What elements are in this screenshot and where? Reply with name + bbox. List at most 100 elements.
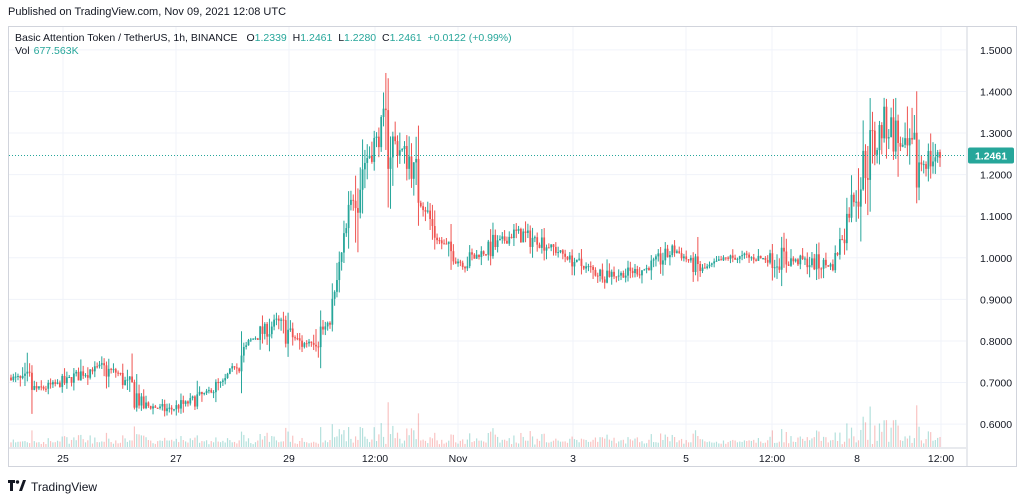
low-key: L bbox=[338, 32, 345, 44]
candle-body bbox=[138, 393, 140, 406]
candle-body bbox=[152, 406, 154, 409]
candle-body bbox=[231, 366, 234, 369]
volume-bar bbox=[520, 432, 522, 447]
volume-bar bbox=[15, 442, 17, 447]
volume-bar bbox=[26, 442, 28, 447]
x-tick-label: Nov bbox=[449, 453, 468, 465]
volume-bar bbox=[252, 444, 254, 447]
candle-body bbox=[727, 257, 730, 259]
volume-bar bbox=[136, 434, 138, 447]
candle-body bbox=[571, 255, 574, 267]
candle-body bbox=[201, 391, 203, 395]
candle-body bbox=[773, 267, 776, 269]
candle-body bbox=[196, 394, 199, 407]
candle-body bbox=[96, 366, 99, 368]
volume-bar bbox=[455, 442, 457, 447]
candle-body bbox=[759, 255, 762, 259]
volume-bar bbox=[618, 441, 620, 447]
candle-body bbox=[736, 258, 739, 260]
candle-body bbox=[508, 236, 511, 244]
candle-body bbox=[594, 269, 597, 276]
candle-body bbox=[538, 244, 541, 248]
candle-body bbox=[161, 403, 164, 407]
candle-body bbox=[622, 273, 625, 278]
volume-bar bbox=[140, 435, 142, 447]
candle-body bbox=[410, 156, 413, 179]
volume-bar bbox=[38, 442, 40, 447]
volume-bar bbox=[513, 435, 515, 447]
volume-bar bbox=[834, 432, 836, 447]
volume-bar bbox=[464, 443, 466, 447]
candle-body bbox=[792, 258, 795, 262]
volume-bar bbox=[774, 442, 776, 447]
candle-body bbox=[731, 255, 734, 258]
candle-body bbox=[580, 258, 583, 267]
volume-bar bbox=[739, 441, 741, 447]
volume-bar bbox=[52, 442, 54, 447]
volume-bar bbox=[792, 441, 794, 447]
volume-bar bbox=[510, 444, 513, 447]
candle-body bbox=[389, 157, 392, 169]
volume-bar bbox=[205, 440, 208, 447]
candle-body bbox=[801, 255, 804, 260]
volume-bar bbox=[192, 440, 194, 447]
candle-body bbox=[298, 338, 301, 341]
candle-body bbox=[170, 407, 173, 410]
volume-bar bbox=[366, 438, 368, 447]
volume-bar bbox=[550, 441, 552, 447]
candle-body bbox=[417, 158, 420, 203]
candle-body bbox=[252, 338, 255, 340]
volume-bar bbox=[748, 440, 750, 447]
candle-body bbox=[673, 245, 676, 253]
candle-body bbox=[503, 236, 506, 241]
candle-body bbox=[468, 252, 471, 267]
candle-body bbox=[147, 402, 150, 407]
candle-body bbox=[45, 388, 47, 390]
volume-bar bbox=[375, 441, 378, 447]
candle-body bbox=[717, 259, 720, 261]
candle-body bbox=[596, 275, 599, 277]
x-tick-label: 25 bbox=[57, 453, 69, 465]
chart-frame bbox=[8, 26, 1017, 467]
volume-bar bbox=[867, 439, 869, 447]
candle-body bbox=[897, 120, 899, 144]
candle-body bbox=[822, 259, 825, 269]
volume-bar bbox=[825, 437, 827, 447]
volume-bar bbox=[343, 430, 345, 447]
candle-body bbox=[561, 250, 564, 254]
candle-body bbox=[713, 261, 716, 264]
candle-body bbox=[75, 371, 78, 374]
volume-bar bbox=[310, 442, 312, 447]
volume-bar bbox=[685, 440, 687, 447]
candle-body bbox=[368, 155, 371, 159]
volume-bar bbox=[655, 442, 657, 447]
candle-body bbox=[240, 355, 243, 372]
y-tick-label: 1.3000 bbox=[980, 128, 1012, 140]
candle-body bbox=[182, 400, 185, 404]
volume-bar bbox=[713, 442, 715, 447]
footer-logo[interactable]: TradingView bbox=[8, 479, 97, 494]
volume-bar bbox=[534, 444, 536, 447]
volume-bar bbox=[706, 442, 708, 447]
candle-body bbox=[266, 323, 269, 337]
candle-body bbox=[294, 337, 296, 339]
candle-body bbox=[238, 368, 241, 372]
candle-body bbox=[228, 368, 231, 374]
candle-body bbox=[934, 157, 937, 162]
volume-bar bbox=[301, 437, 303, 447]
candle-body bbox=[70, 377, 73, 383]
candle-body bbox=[617, 275, 620, 277]
volume-bar bbox=[352, 442, 354, 447]
x-tick-label: 29 bbox=[283, 453, 295, 465]
volume-bar bbox=[906, 438, 909, 447]
candle-body bbox=[669, 255, 671, 258]
candle-body bbox=[750, 257, 753, 259]
volume-bar bbox=[578, 442, 580, 447]
volume-bar bbox=[783, 442, 785, 447]
candle-body bbox=[550, 244, 553, 248]
volume-bar bbox=[680, 438, 683, 447]
candle-body bbox=[513, 229, 515, 239]
candle-body bbox=[47, 382, 50, 389]
volume-bar bbox=[245, 441, 247, 447]
